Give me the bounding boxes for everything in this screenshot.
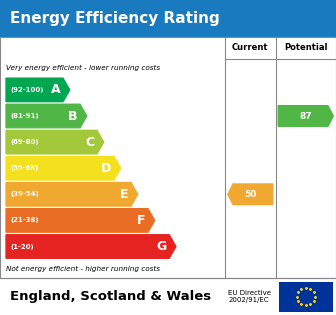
- Bar: [0, 0, 336, 37]
- Text: 50: 50: [244, 190, 256, 199]
- Text: Current: Current: [232, 43, 268, 52]
- Text: (21-38): (21-38): [10, 217, 39, 223]
- Polygon shape: [6, 209, 155, 232]
- Polygon shape: [6, 78, 70, 102]
- Text: D: D: [101, 162, 111, 175]
- Text: F: F: [137, 214, 145, 227]
- Bar: [0, 37, 336, 278]
- Polygon shape: [228, 184, 273, 205]
- Polygon shape: [6, 104, 87, 128]
- Bar: [279, 282, 333, 312]
- Text: EU Directive
2002/91/EC: EU Directive 2002/91/EC: [228, 290, 271, 303]
- Text: (69-80): (69-80): [10, 139, 39, 145]
- Text: Very energy efficient - lower running costs: Very energy efficient - lower running co…: [6, 65, 160, 71]
- Text: Not energy efficient - higher running costs: Not energy efficient - higher running co…: [6, 266, 160, 272]
- Polygon shape: [6, 183, 138, 206]
- Text: (55-68): (55-68): [10, 165, 38, 171]
- Text: B: B: [68, 110, 77, 123]
- Text: (92-100): (92-100): [10, 87, 43, 93]
- Text: (81-91): (81-91): [10, 113, 39, 119]
- Text: 87: 87: [299, 112, 312, 121]
- Text: Energy Efficiency Rating: Energy Efficiency Rating: [10, 11, 220, 26]
- Polygon shape: [6, 235, 176, 258]
- Polygon shape: [6, 130, 104, 154]
- Polygon shape: [6, 157, 121, 180]
- Text: Potential: Potential: [284, 43, 328, 52]
- Text: England, Scotland & Wales: England, Scotland & Wales: [10, 290, 211, 303]
- Text: E: E: [120, 188, 128, 201]
- Text: G: G: [156, 240, 167, 253]
- Text: (39-54): (39-54): [10, 191, 39, 197]
- Text: (1-20): (1-20): [10, 243, 34, 249]
- Text: A: A: [51, 83, 60, 96]
- Text: C: C: [85, 136, 94, 149]
- Polygon shape: [278, 106, 333, 126]
